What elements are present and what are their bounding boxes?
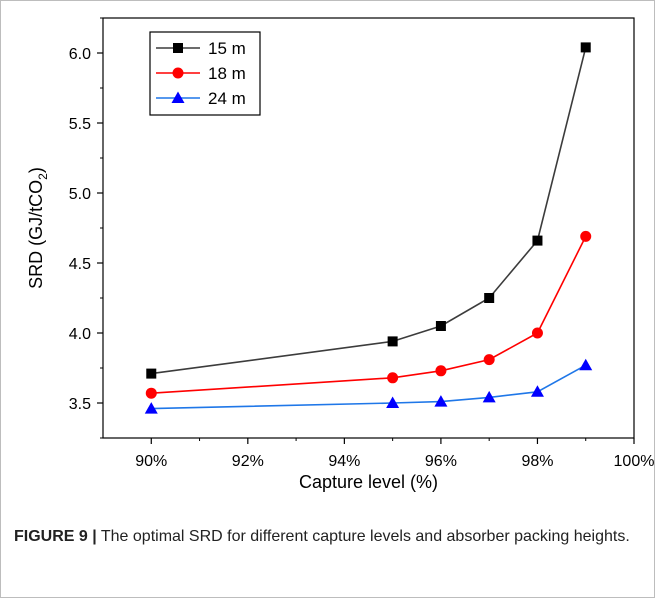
data-point	[482, 390, 496, 403]
x-tick-label: 96%	[425, 453, 457, 470]
data-point	[483, 354, 495, 366]
legend-label: 18 m	[208, 64, 246, 83]
x-tick-label: 98%	[521, 453, 553, 470]
legend-marker	[173, 43, 183, 53]
series-1	[145, 230, 592, 399]
caption-label: FIGURE 9 |	[14, 528, 97, 545]
y-axis-label: SRD (GJ/tCO2)	[26, 167, 50, 289]
series-line	[151, 236, 587, 394]
legend-label: 15 m	[208, 39, 246, 58]
series-line	[151, 47, 587, 375]
legend: 15 m 18 m 24 m	[149, 31, 261, 116]
data-point	[530, 385, 544, 397]
data-point	[532, 235, 543, 246]
data-point	[580, 230, 592, 242]
data-point	[146, 368, 157, 379]
data-point	[387, 336, 398, 347]
line-chart: 90% 92% 94% 96% 98% 100% 3.5 4.0 4.5 5.0 5.5 6.0 15…	[26, 17, 655, 492]
y-tick-label: 4.0	[69, 326, 91, 343]
y-tick-label: 5.5	[69, 116, 91, 133]
x-tick-label: 90%	[135, 453, 167, 470]
data-point	[531, 327, 543, 339]
data-point	[579, 358, 593, 371]
data-point	[435, 321, 446, 331]
series-0	[146, 42, 591, 379]
series-line	[151, 364, 587, 410]
figure-caption: FIGURE 9 | The optimal SRD for different…	[14, 524, 634, 549]
data-point	[484, 293, 495, 303]
series-2	[144, 358, 593, 414]
x-tick-label: 94%	[328, 453, 360, 470]
x-tick-label: 92%	[232, 453, 264, 470]
data-point	[386, 396, 400, 408]
legend-marker	[172, 67, 184, 79]
y-tick-label: 4.5	[69, 256, 91, 273]
legend-marker	[171, 91, 185, 103]
y-tick-label: 5.0	[69, 186, 91, 203]
x-tick-label: 100%	[614, 453, 655, 470]
y-tick-label: 3.5	[69, 396, 91, 413]
data-point	[387, 372, 399, 384]
data-point	[434, 395, 448, 407]
data-point	[144, 402, 158, 414]
data-point	[435, 365, 447, 377]
y-tick-label: 6.0	[69, 46, 91, 63]
legend-label: 24 m	[208, 89, 246, 108]
data-point	[580, 42, 591, 53]
x-axis-label: Capture level (%)	[299, 472, 438, 492]
data-point	[145, 387, 157, 399]
caption-text: The optimal SRD for different capture le…	[100, 528, 630, 545]
